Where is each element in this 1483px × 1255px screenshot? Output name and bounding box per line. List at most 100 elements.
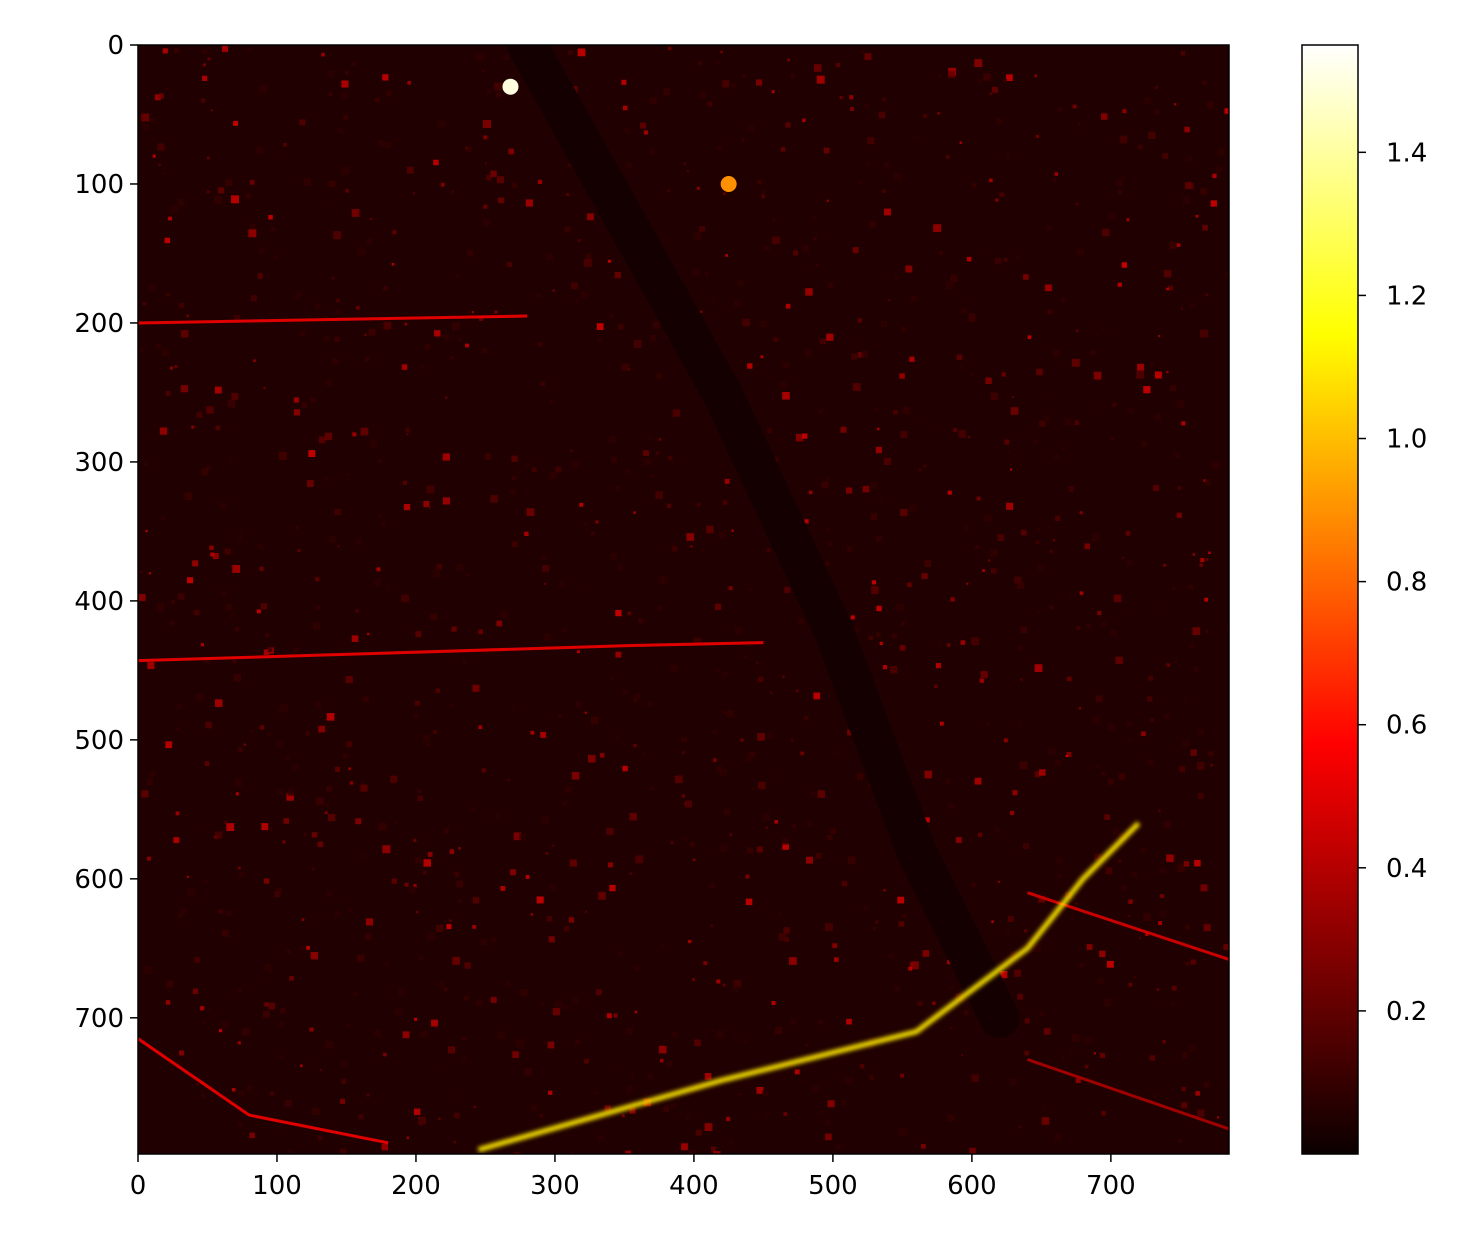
heatmap-cell <box>237 1041 241 1045</box>
heatmap-cell <box>704 272 709 276</box>
heatmap-cell <box>975 545 979 550</box>
heatmap-cell <box>1034 74 1037 77</box>
heatmap-cell <box>340 1098 346 1104</box>
heatmap-cell <box>588 754 596 763</box>
heatmap-cell <box>1054 760 1061 766</box>
heatmap-cell <box>769 775 773 778</box>
heatmap-cell <box>785 303 791 309</box>
heatmap-cell <box>558 582 564 588</box>
heatmap-cell <box>475 999 483 1007</box>
heatmap-cell <box>285 755 290 761</box>
heatmap-cell <box>733 979 742 988</box>
heatmap-cell <box>945 779 950 784</box>
heatmap-cell <box>180 385 188 393</box>
heatmap-cell <box>670 665 678 673</box>
heatmap-cell <box>650 786 655 791</box>
heatmap-cell <box>334 337 340 342</box>
heatmap-cell <box>314 303 321 310</box>
heatmap-cell <box>867 137 875 145</box>
heatmap-cell <box>443 828 449 834</box>
heatmap-cell <box>1010 407 1019 415</box>
heatmap-cell <box>916 136 919 140</box>
heatmap-cell <box>233 314 241 322</box>
heatmap-cell <box>1112 828 1120 836</box>
heatmap-cell <box>233 673 242 682</box>
heatmap-cell <box>552 289 555 292</box>
heatmap-cell <box>878 111 886 119</box>
heatmap-cell <box>1195 1091 1200 1096</box>
heatmap-cell <box>326 203 330 207</box>
heatmap-cell <box>859 1064 865 1069</box>
heatmap-cell <box>1023 929 1028 933</box>
heatmap-cell <box>200 643 205 647</box>
heatmap-cell <box>611 1068 615 1072</box>
heatmap-cell <box>1020 529 1027 536</box>
heatmap-cell <box>1078 123 1081 126</box>
heatmap-cell <box>882 97 886 102</box>
heatmap-cell <box>1047 309 1052 315</box>
heatmap-cell <box>825 561 830 566</box>
heatmap-cell <box>360 784 368 792</box>
heatmap-cell <box>945 155 950 159</box>
heatmap-cell <box>323 476 329 481</box>
heatmap-cell <box>326 713 335 721</box>
heatmap-cell <box>1066 223 1069 226</box>
heatmap-cell <box>1066 676 1072 682</box>
heatmap-cell <box>554 1000 563 1009</box>
heatmap-cell <box>668 455 673 461</box>
heatmap-cell <box>494 310 498 314</box>
heatmap-cell <box>1058 107 1063 112</box>
heatmap-cell <box>327 70 334 78</box>
heatmap-cell <box>882 665 888 670</box>
heatmap-cell <box>609 553 617 561</box>
heatmap-cell <box>899 373 905 379</box>
heatmap-cell <box>558 714 562 718</box>
heatmap-cell <box>325 803 330 808</box>
heatmap-cell <box>471 807 476 812</box>
heatmap-cell <box>627 611 632 616</box>
heatmap-cell <box>200 1093 206 1099</box>
heatmap-cell <box>1053 178 1057 182</box>
heatmap-cell <box>440 334 444 338</box>
colorbar: 0.2 0.4 0.6 0.8 1.0 1.2 1.4 <box>1301 44 1427 1155</box>
heatmap-cell <box>268 827 273 832</box>
heatmap-cell <box>462 1037 466 1041</box>
heatmap-cell <box>449 849 455 854</box>
heatmap-cell <box>815 852 822 859</box>
heatmap-cell <box>709 882 716 889</box>
heatmap-cell <box>227 399 236 408</box>
heatmap-cell <box>609 435 617 443</box>
heatmap-cell <box>406 166 414 174</box>
heatmap-cell <box>880 320 888 328</box>
heatmap-cell <box>1041 1109 1045 1112</box>
heatmap-cell <box>262 1010 270 1018</box>
heatmap-cell <box>392 230 397 235</box>
heatmap-cell <box>278 451 287 460</box>
heatmap-cell <box>1112 402 1117 407</box>
heatmap-cell <box>201 468 209 476</box>
heatmap-cell <box>1141 440 1148 447</box>
heatmap-cell <box>1157 335 1161 338</box>
heatmap-cell <box>498 197 504 204</box>
heatmap-cell <box>719 844 727 853</box>
heatmap-cell <box>215 425 221 431</box>
heatmap-cell <box>286 950 291 954</box>
heatmap-cell <box>142 123 150 131</box>
heatmap-cell <box>850 615 855 620</box>
heatmap-cell <box>319 1068 322 1072</box>
heatmap-cell <box>643 450 649 457</box>
heatmap-cell <box>658 1045 667 1054</box>
heatmap-cell <box>883 889 886 892</box>
heatmap-cell <box>1119 135 1128 144</box>
heatmap-cell <box>1038 895 1046 903</box>
heatmap-cell <box>934 684 938 688</box>
heatmap-cell <box>598 1134 605 1141</box>
heatmap-cell <box>542 564 549 572</box>
heatmap-cell <box>1194 859 1201 867</box>
heatmap-cell <box>1158 809 1161 813</box>
heatmap-cell <box>568 50 573 55</box>
heatmap-cell <box>960 307 967 314</box>
heatmap-cell <box>162 48 168 54</box>
heatmap-cell <box>1181 421 1186 426</box>
heatmap-cell <box>716 60 721 65</box>
